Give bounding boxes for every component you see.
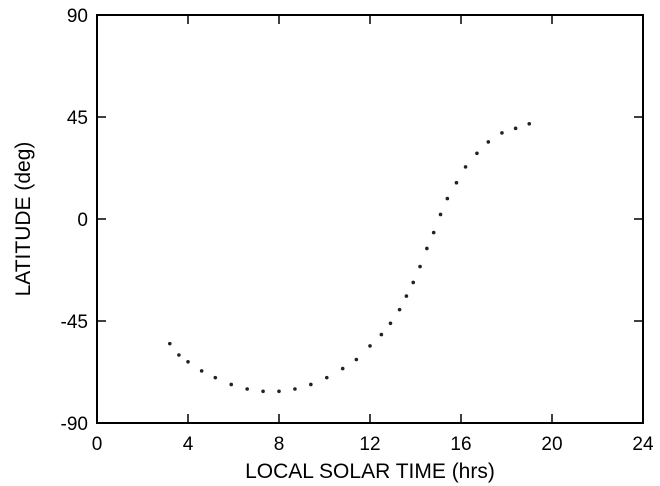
data-point bbox=[463, 165, 468, 169]
x-tick-label: 12 bbox=[359, 434, 380, 455]
y-axis-ticks: -90 -45 0 45 90 bbox=[61, 6, 643, 435]
data-points bbox=[168, 122, 532, 394]
data-point bbox=[454, 180, 459, 185]
data-point bbox=[340, 366, 345, 371]
x-axis-ticks: 0 4 8 12 16 20 24 bbox=[92, 15, 654, 455]
y-axis-title: LATITUDE (deg) bbox=[12, 142, 35, 297]
data-point bbox=[379, 332, 384, 337]
data-point bbox=[486, 140, 491, 144]
data-point bbox=[397, 307, 402, 312]
data-point bbox=[411, 280, 416, 285]
data-point bbox=[475, 151, 479, 156]
y-tick-label: 0 bbox=[77, 210, 88, 231]
data-point bbox=[527, 122, 532, 126]
x-tick-label: 20 bbox=[541, 434, 562, 455]
x-tick-label: 8 bbox=[274, 434, 285, 455]
data-point bbox=[324, 375, 329, 380]
x-axis-title: LOCAL SOLAR TIME (hrs) bbox=[245, 460, 495, 483]
data-point bbox=[368, 344, 372, 348]
y-tick-label: -45 bbox=[61, 312, 88, 333]
data-point bbox=[404, 294, 409, 298]
data-point bbox=[168, 341, 172, 346]
y-tick-label: 45 bbox=[67, 108, 88, 129]
data-point bbox=[354, 357, 359, 362]
data-point bbox=[438, 212, 443, 217]
data-point bbox=[177, 353, 181, 357]
plot-frame bbox=[96, 14, 644, 424]
x-tick-label: 24 bbox=[632, 434, 654, 455]
data-point bbox=[388, 321, 393, 326]
data-point bbox=[199, 369, 204, 373]
x-tick-label: 0 bbox=[92, 434, 103, 455]
data-point bbox=[293, 387, 297, 391]
data-point bbox=[500, 131, 504, 135]
data-point bbox=[245, 387, 249, 391]
y-tick-label: 90 bbox=[67, 6, 88, 27]
x-tick-label: 16 bbox=[450, 434, 471, 455]
data-point bbox=[213, 375, 218, 380]
data-point bbox=[513, 126, 518, 131]
data-point bbox=[425, 246, 429, 251]
data-point bbox=[309, 382, 313, 387]
y-tick-label: -90 bbox=[61, 414, 88, 435]
data-point bbox=[418, 264, 422, 269]
data-point bbox=[229, 382, 234, 387]
data-point bbox=[186, 360, 190, 364]
x-tick-label: 4 bbox=[183, 434, 194, 455]
data-point bbox=[261, 389, 265, 394]
data-point bbox=[277, 389, 281, 394]
data-point bbox=[445, 196, 450, 201]
data-point bbox=[431, 230, 436, 235]
